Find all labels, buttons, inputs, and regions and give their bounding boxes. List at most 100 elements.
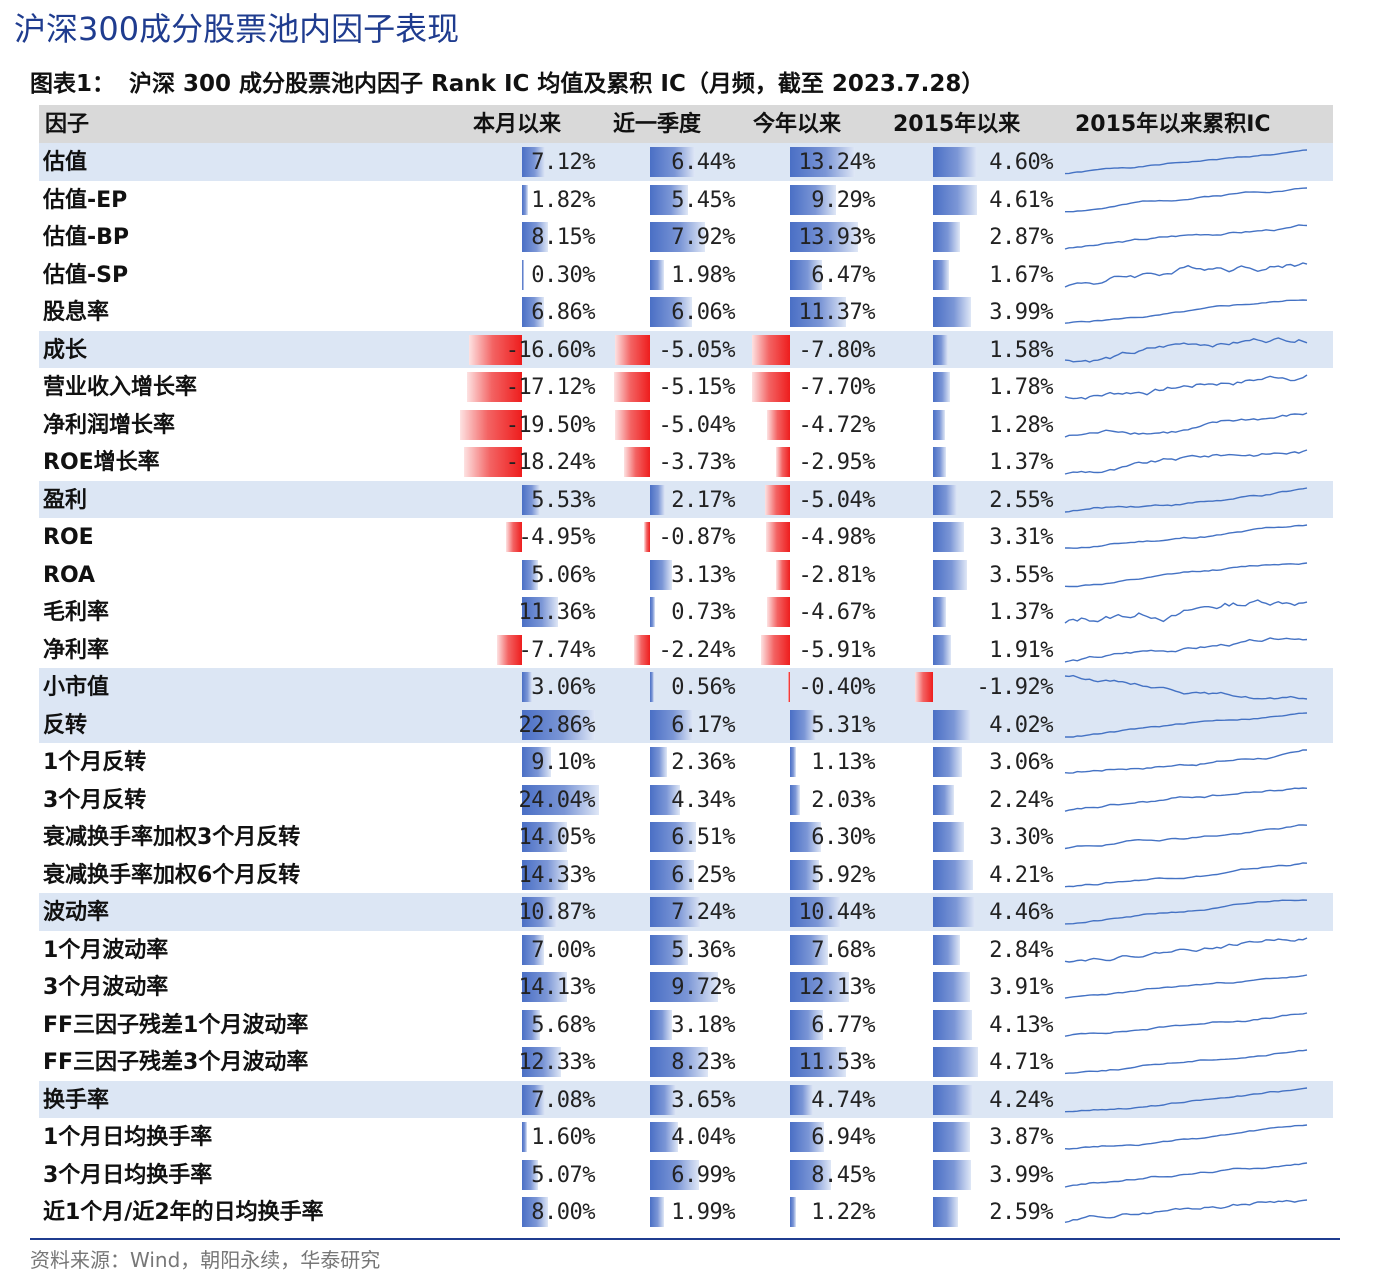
value-cell: 6.86% <box>459 293 599 331</box>
value-cell: 6.30% <box>739 818 879 856</box>
value-cell: -0.40% <box>739 668 879 706</box>
value-label: 6.30% <box>811 825 875 850</box>
negative-bar <box>914 672 933 702</box>
header-qtd: 近一季度 <box>613 112 702 137</box>
value-cell: 4.46% <box>879 893 1057 931</box>
positive-bar <box>933 147 977 177</box>
value-cell: 2.24% <box>879 781 1057 819</box>
value-label: 0.56% <box>671 675 735 700</box>
value-label: 24.04% <box>518 787 596 813</box>
value-label: 3.99% <box>989 1162 1053 1188</box>
table-row: 小市值 3.06% 0.56% -0.40% -1.92% <box>39 668 1333 706</box>
positive-bar <box>522 709 596 740</box>
positive-bar <box>650 784 681 815</box>
value-cell: 7.00% <box>459 931 599 969</box>
table-row: 成长 -16.60% -5.05% -7.80% 1.58% <box>39 330 1333 368</box>
sparkline-path <box>1064 636 1308 663</box>
value-label: 5.06% <box>531 562 595 588</box>
value-label: 4.74% <box>811 1087 875 1113</box>
sparkline-path <box>1064 674 1308 700</box>
cumulative-ic-sparkline <box>1064 486 1308 513</box>
table-row: 反转 22.86% 6.17% 5.31% 4.02% <box>39 705 1333 744</box>
table-row: 1个月日均换手率 1.60% 4.04% 6.94% 3.87% <box>39 1118 1333 1156</box>
value-label: -5.91% <box>798 637 876 663</box>
value-cell: 4.24% <box>879 1081 1057 1119</box>
value-cell: 1.98% <box>599 256 739 294</box>
sparkline-path <box>1064 411 1308 438</box>
value-label: 4.21% <box>989 862 1053 888</box>
positive-bar <box>650 822 696 852</box>
value-cell: 3.13% <box>599 556 739 594</box>
value-cell: 2.36% <box>599 743 739 781</box>
positive-bar <box>933 1122 970 1152</box>
value-cell: 6.99% <box>599 1156 739 1194</box>
factor-name: 1个月日均换手率 <box>43 1125 213 1150</box>
value-cell: 3.06% <box>879 743 1057 781</box>
sparkline-path <box>1064 224 1308 250</box>
value-cell: -0.87% <box>599 518 739 556</box>
value-label: 2.03% <box>811 787 875 813</box>
cumulative-ic-sparkline <box>1064 449 1308 475</box>
positive-bar <box>522 1197 548 1227</box>
value-cell: 0.56% <box>599 668 739 706</box>
value-label: -3.73% <box>658 450 736 475</box>
cumulative-ic-sparkline <box>1064 749 1307 774</box>
value-cell: 6.06% <box>599 293 739 331</box>
value-label: 8.15% <box>531 225 595 250</box>
negative-bar <box>775 447 790 477</box>
value-cell: 3.06% <box>459 668 599 706</box>
cumulative-ic-sparkline <box>1064 1011 1308 1037</box>
table-row: ROE增长率 -18.24% -3.73% -2.95% 1.37% <box>39 443 1333 481</box>
negative-bar <box>506 522 522 552</box>
value-cell: 3.91% <box>879 968 1057 1006</box>
value-cell: -7.74% <box>459 631 599 669</box>
positive-bar <box>933 859 973 890</box>
value-label: -2.24% <box>658 637 736 663</box>
sparkline-path <box>1064 1124 1308 1150</box>
factor-name: 毛利率 <box>43 600 110 625</box>
sparkline-path <box>1064 786 1308 812</box>
sparkline-path <box>1064 1199 1308 1223</box>
value-cell: -4.67% <box>739 593 879 631</box>
value-label: 22.86% <box>518 712 596 738</box>
table-row: ROE -4.95% -0.87% -4.98% 3.31% <box>39 518 1333 556</box>
table-row: 1个月波动率 7.00% 5.36% 7.68% 2.84% <box>39 931 1333 969</box>
negative-bar <box>761 634 790 665</box>
value-label: 7.92% <box>671 225 735 250</box>
positive-bar <box>790 1047 847 1077</box>
value-cell: 5.07% <box>459 1156 599 1194</box>
footer-divider <box>30 1238 1340 1240</box>
value-label: 14.33% <box>518 862 596 888</box>
cumulative-ic-sparkline <box>1064 861 1308 887</box>
value-cell: 6.25% <box>599 856 739 894</box>
value-cell: 1.91% <box>879 631 1057 669</box>
cumulative-ic-sparkline <box>1064 411 1308 438</box>
value-label: 13.24% <box>798 150 876 175</box>
value-label: -16.60% <box>505 337 596 363</box>
negative-bar <box>765 522 790 552</box>
factor-name: 小市值 <box>43 675 110 700</box>
positive-bar <box>522 1122 528 1152</box>
value-cell: 9.10% <box>459 743 599 781</box>
value-cell: 4.34% <box>599 781 739 819</box>
value-cell: 3.18% <box>599 1006 739 1044</box>
positive-bar <box>522 934 545 965</box>
cumulative-ic-sparkline <box>1064 824 1308 850</box>
positive-bar <box>650 259 664 290</box>
positive-bar <box>790 1122 824 1152</box>
value-cell: 1.67% <box>879 256 1057 294</box>
factor-name: 净利润增长率 <box>43 412 176 438</box>
factor-name: 营业收入增长率 <box>43 375 198 400</box>
positive-bar <box>790 934 828 965</box>
value-label: 3.31% <box>989 525 1053 550</box>
value-cell: 5.31% <box>739 706 879 744</box>
value-cell: 1.82% <box>459 181 599 219</box>
value-label: 4.02% <box>989 712 1053 738</box>
positive-bar <box>650 934 688 965</box>
table-row: 营业收入增长率 -17.12% -5.15% -7.70% 1.78% <box>39 368 1333 406</box>
value-label: 3.65% <box>671 1087 735 1113</box>
value-label: 5.31% <box>811 712 875 738</box>
positive-bar <box>790 859 819 890</box>
factor-name: 衰减换手率加权3个月反转 <box>43 825 301 850</box>
value-label: 7.12% <box>531 150 595 175</box>
